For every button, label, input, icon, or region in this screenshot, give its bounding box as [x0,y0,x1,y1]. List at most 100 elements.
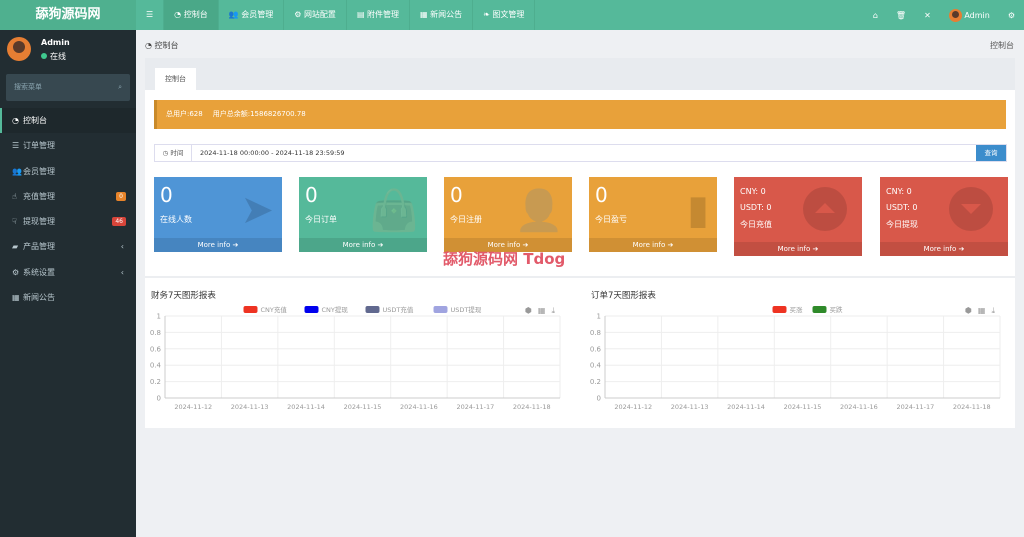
more-info-link[interactable]: More info ➔ [880,242,1008,256]
shopping-bag-icon: 👜 [369,188,419,234]
list-icon: ☰ [12,141,20,151]
breadcrumb-right: 控制台 [990,41,1014,50]
avatar [7,37,31,61]
nav-dashboard[interactable]: ◔ 控制台 [164,0,219,30]
x-tick-label: 2024-11-18 [513,403,551,411]
sidebar-item-products[interactable]: ▰ 产品管理 ‹ [0,234,136,259]
chevron-left-icon: ‹ [120,242,124,252]
nav-news[interactable]: ▦ 新闻公告 [410,0,474,30]
legend-swatch [812,306,827,313]
x-tick-label: 2024-11-14 [727,403,765,411]
chart-svg: 0 0.2 0.4 0.6 0.8 1 2024-11-12 2024-11-13 2024-1… [590,305,1001,411]
badge: 46 [112,217,126,227]
user-panel: Admin 在线 [0,30,136,70]
arrow-down-circle-icon [949,187,993,231]
legend-label: USDT充值 [383,305,414,314]
chart-title: 财务7天图形报表 [151,291,216,301]
menu-toggle-button[interactable]: ☰ [136,0,165,30]
avatar [948,8,962,22]
y-tick-label: 0.6 [590,345,602,353]
y-tick-label: 0 [157,395,161,403]
sidebar-item-members[interactable]: 👥会员管理 [0,159,136,184]
top-navbar: 舔狗源码网 ☰ ◔ 控制台 👥 会员管理 ⚙ 网站配置 ▤ 附件管理 ▦ 新闻公… [0,0,1024,30]
briefcase-icon: ▰ [12,242,19,252]
x-tick-label: 2024-11-12 [174,403,212,411]
x-tick-label: 2024-11-12 [614,403,652,411]
more-info-link[interactable]: More info ➔ [154,238,282,252]
more-info-link[interactable]: More info ➔ [299,238,427,252]
sidebar-menu: ◔ 控制台 ☰ 订单管理 👥会员管理 ☝ 充值管理 0 ☟ 提现管理 46 ▰ 产品管理 ‹ ⚙… [0,108,136,310]
arrow-up-circle-icon [803,187,847,231]
main-panel: 控制台 总用户:628 用户总余额:1586826700.78 ◷ 时间 2024… [145,58,1015,428]
cube-icon[interactable]: ⬢ [524,306,538,315]
dashboard-icon: ◔ [145,41,152,50]
legend-label: USDT提现 [451,305,482,314]
x-tick-label: 2024-11-15 [784,403,822,411]
hand-down-icon: ☟ [12,217,17,227]
sidebar-item-orders[interactable]: ☰ 订单管理 [0,133,136,158]
y-tick-label: 0.6 [150,345,162,353]
user-menu[interactable]: Admin [948,8,990,22]
nav-members[interactable]: 👥 会员管理 [219,0,285,30]
query-button[interactable]: 查询 [976,145,1006,161]
nav-attachments[interactable]: ▤ 附件管理 [347,0,411,30]
more-info-link[interactable]: More info ➔ [734,242,862,256]
x-tick-label: 2024-11-14 [287,403,325,411]
download-icon[interactable]: ⤓ [991,306,1001,315]
time-range-input[interactable]: 2024-11-18 00:00:00 - 2024-11-18 23:59:5… [200,149,345,157]
y-tick-label: 0 [597,395,601,403]
x-tick-label: 2024-11-17 [896,403,934,411]
grid-icon[interactable]: ▦ [977,306,992,315]
x-tick-label: 2024-11-13 [671,403,709,411]
watermark: 舔狗源码网 Tdog [443,250,566,268]
sidebar-item-dashboard[interactable]: ◔ 控制台 [0,108,136,134]
users-icon: 👥 [12,166,22,176]
nav-site-config[interactable]: ⚙ 网站配置 [284,0,347,30]
x-tick-label: 2024-11-16 [840,403,878,411]
trash-icon[interactable]: 🗑 [895,10,907,20]
y-tick-label: 0.8 [590,329,601,337]
grid-icon[interactable]: ▦ [537,306,552,315]
divider [145,276,1015,278]
chevron-left-icon: ‹ [120,267,124,277]
fullscreen-icon[interactable]: ✕ [924,10,931,20]
sidebar-item-recharge[interactable]: ☝ 充值管理 0 [0,184,136,209]
search-menu-input[interactable]: 搜索菜单 ⌕ [6,74,130,101]
chart-toolbox: ⬢▦⤓ [965,306,1001,316]
stat-card-withdraw: CNY: 0 USDT: 0 今日提现 More info ➔ [880,177,1008,256]
home-icon[interactable]: ⌂ [872,10,878,20]
sidebar-item-news[interactable]: ▦ 新闻公告 [0,285,136,310]
time-label: ◷ 时间 [155,145,192,161]
download-icon[interactable]: ⤓ [551,306,561,315]
legend-label: CNY充值 [261,305,288,314]
y-tick-label: 0.4 [590,362,602,370]
paper-plane-icon: ➤ [240,187,274,233]
legend-swatch [243,306,258,313]
x-tick-label: 2024-11-16 [400,403,438,411]
x-tick-label: 2024-11-17 [456,403,494,411]
y-tick-label: 0.4 [150,362,162,370]
top-right-tools: ⌂ 🗑 ✕ Admin ⚙ [864,0,1024,30]
legend-swatch [772,306,787,313]
cube-icon[interactable]: ⬢ [964,306,978,315]
more-info-link[interactable]: More info ➔ [444,238,572,252]
legend-swatch [304,306,319,313]
cogs-icon[interactable]: ⚙ [1007,10,1015,20]
more-info-link[interactable]: More info ➔ [589,238,717,252]
sidebar-item-withdraw[interactable]: ☟ 提现管理 46 [0,209,136,234]
tab-bar: 控制台 [145,58,1015,90]
online-dot-icon [41,53,47,59]
tab-dashboard[interactable]: 控制台 [155,68,196,90]
time-filter: ◷ 时间 2024-11-18 00:00:00 - 2024-11-18 23… [154,144,1007,162]
user-plus-icon: 👤 [514,188,564,234]
nav-articles[interactable]: ❧ 图文管理 [473,0,536,30]
y-tick-label: 1 [157,313,161,321]
stat-card-orders: 0 今日订单 👜 More info ➔ [299,177,427,252]
user-status: 在线 [41,51,66,62]
sidebar-item-settings[interactable]: ⚙ 系统设置 ‹ [0,260,136,285]
y-tick-label: 0.2 [150,378,161,386]
logo[interactable]: 舔狗源码网 [0,0,136,30]
cogs-icon: ⚙ [12,267,20,277]
summary-alert: 总用户:628 用户总余额:1586826700.78 [154,100,1006,129]
search-icon[interactable]: ⌕ [118,83,122,91]
